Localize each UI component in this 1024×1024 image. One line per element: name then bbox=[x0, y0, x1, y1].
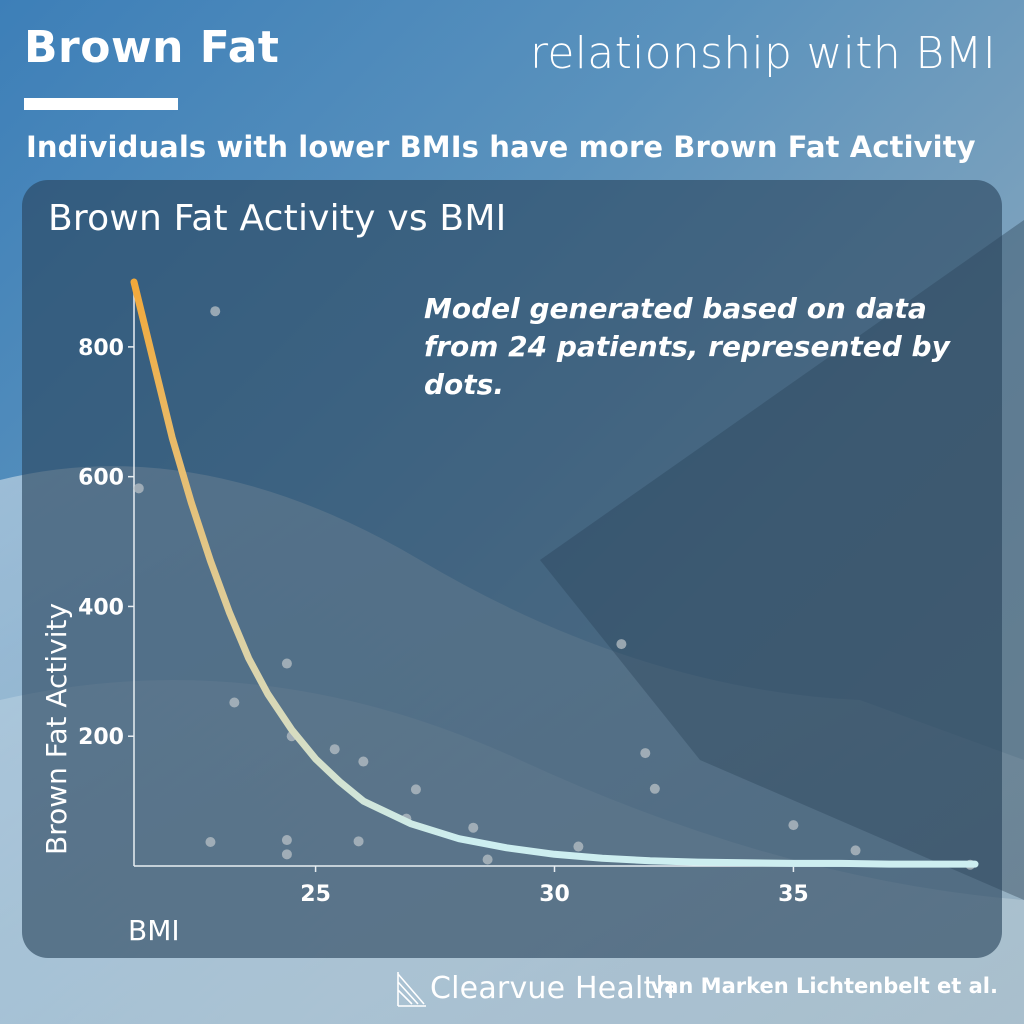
data-point bbox=[358, 756, 369, 767]
data-point bbox=[281, 658, 292, 669]
y-tick-label: 200 bbox=[78, 725, 124, 750]
page-title: Brown Fat bbox=[24, 22, 280, 73]
data-point bbox=[573, 841, 584, 852]
chart-panel bbox=[22, 180, 1002, 958]
data-point bbox=[649, 783, 660, 794]
source-credit: van Marken Lichtenbelt et al. bbox=[650, 974, 998, 998]
data-point bbox=[205, 836, 216, 847]
data-point bbox=[616, 639, 627, 650]
data-point bbox=[468, 822, 479, 833]
y-tick-label: 800 bbox=[78, 336, 124, 361]
data-point bbox=[850, 845, 861, 856]
y-tick-label: 400 bbox=[78, 595, 124, 620]
data-point bbox=[353, 836, 364, 847]
data-point bbox=[210, 306, 221, 317]
page-subtitle: relationship with BMI bbox=[529, 28, 996, 79]
y-tick-label: 600 bbox=[78, 466, 124, 491]
y-axis-label: Brown Fat Activity bbox=[40, 603, 73, 855]
headline: Individuals with lower BMIs have more Br… bbox=[26, 130, 976, 164]
data-point bbox=[133, 483, 144, 494]
data-point bbox=[788, 820, 799, 831]
x-tick-label: 30 bbox=[539, 882, 570, 907]
x-tick-label: 25 bbox=[300, 882, 331, 907]
clearvue-logo-icon bbox=[397, 972, 426, 1007]
data-point bbox=[229, 697, 240, 708]
chart-title: Brown Fat Activity vs BMI bbox=[48, 198, 507, 239]
title-underline bbox=[24, 98, 178, 110]
x-axis-label: BMI bbox=[128, 914, 180, 947]
data-point bbox=[410, 784, 421, 795]
data-point bbox=[640, 748, 651, 759]
data-point bbox=[482, 854, 493, 865]
data-point bbox=[281, 849, 292, 860]
model-curve-line bbox=[130, 278, 979, 868]
brand-logo: Clearvue Health bbox=[394, 968, 675, 1008]
data-point bbox=[281, 835, 292, 846]
data-point bbox=[329, 744, 340, 755]
chart-annotation: Model generated based on data from 24 pa… bbox=[424, 292, 950, 401]
x-tick-label: 35 bbox=[778, 882, 809, 907]
brand-name: Clearvue Health bbox=[430, 970, 675, 1006]
